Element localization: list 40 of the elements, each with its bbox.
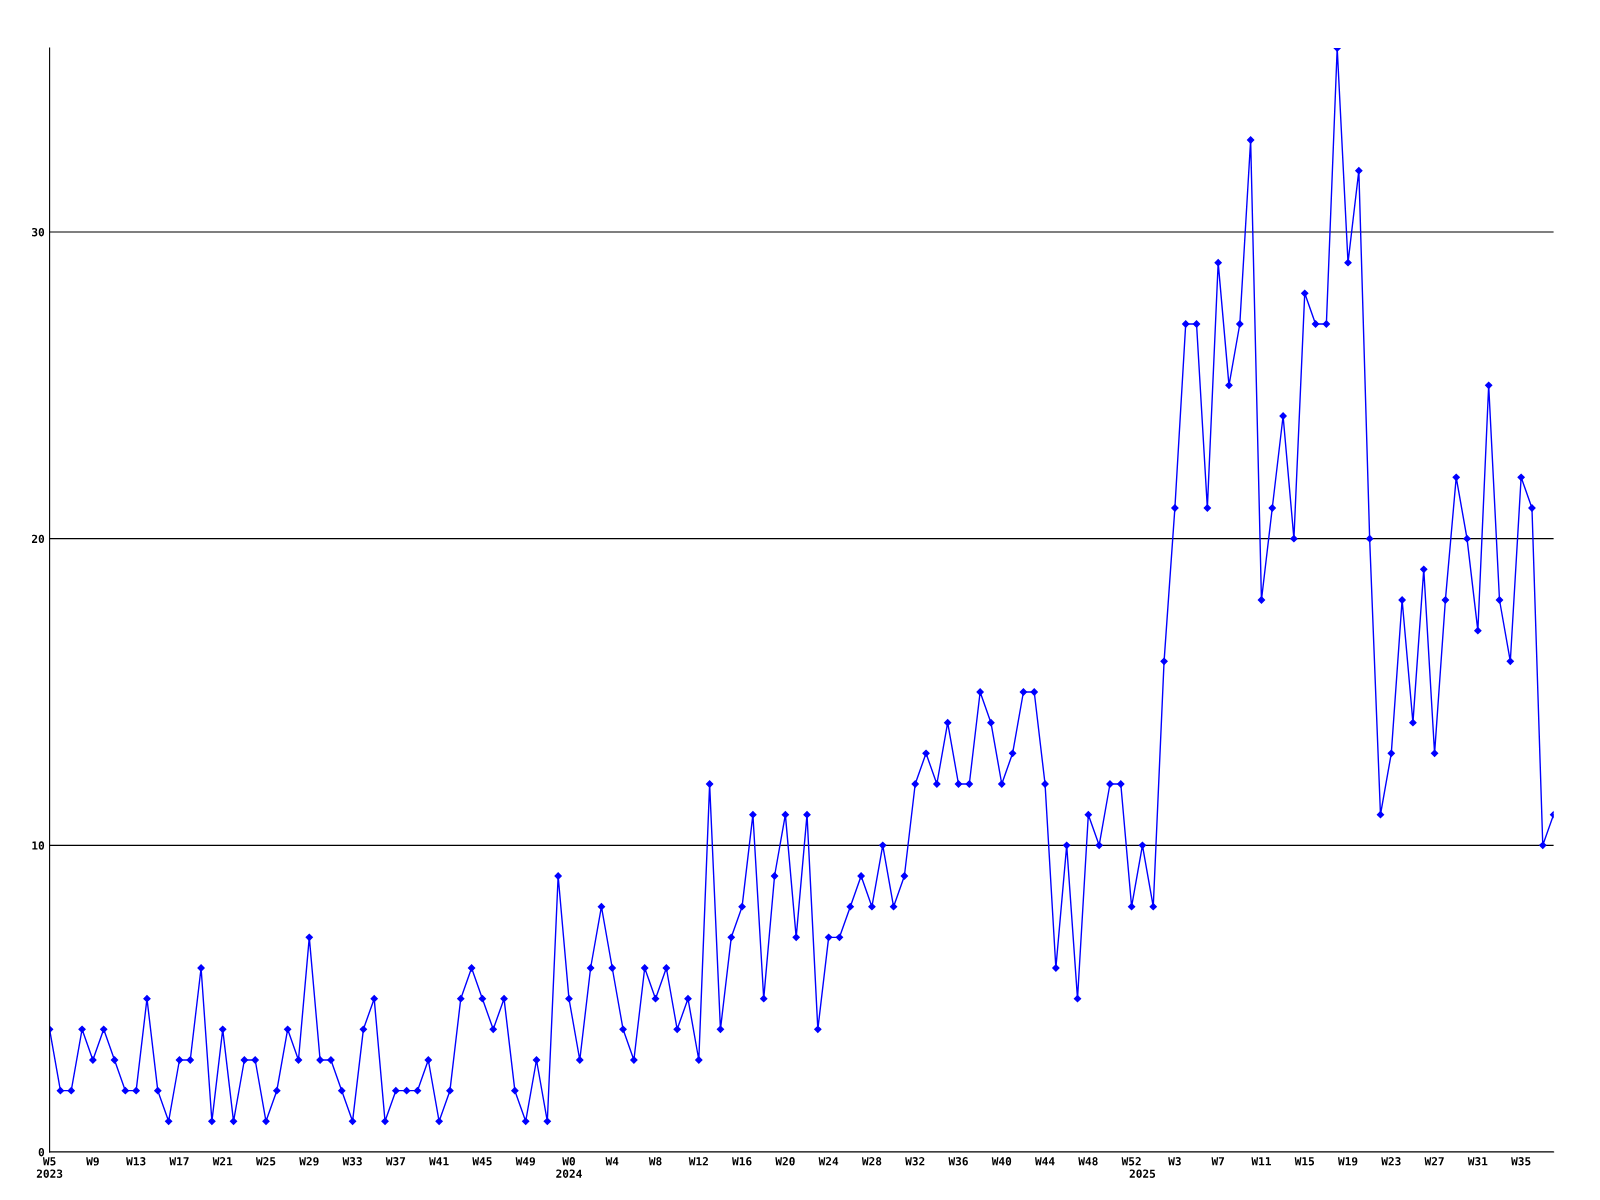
x-tick-label: W17 <box>169 1157 189 1166</box>
x-tick-label: W13 <box>126 1157 146 1166</box>
y-tick-label: 0 <box>38 1147 45 1157</box>
y-tick-label: 20 <box>31 534 45 544</box>
x-tick-label: W15 <box>1294 1157 1315 1166</box>
x-tick-label: W4 <box>605 1157 619 1166</box>
x-tick-label: W7 <box>1211 1157 1225 1166</box>
x-tick-label: W3 <box>1168 1157 1181 1166</box>
x-tick-label: W25 <box>255 1157 276 1166</box>
x-tick-label: W16 <box>732 1157 752 1166</box>
x-tick-label: W23 <box>1381 1157 1401 1166</box>
x-tick-label: W49 <box>515 1157 536 1166</box>
y-tick-label: 30 <box>32 227 45 237</box>
x-tick-label: W19 <box>1337 1157 1358 1166</box>
x-tick-label: W45 <box>472 1157 492 1166</box>
x-tick-label: W24 <box>818 1157 839 1166</box>
x-tick-label: W20 <box>775 1157 795 1166</box>
x-tick-label: W11 <box>1251 1157 1271 1166</box>
x-tick-label: W31 <box>1467 1157 1488 1166</box>
x-tick-label: W29 <box>299 1157 319 1166</box>
x-tick-label: W8 <box>648 1157 662 1166</box>
x-tick-label: W35 <box>1511 1157 1531 1166</box>
x-tick-label: W36 <box>948 1157 968 1166</box>
x-tick-label: 2025 <box>1129 1169 1156 1178</box>
x-tick-label: W28 <box>861 1157 882 1166</box>
x-tick-label: W40 <box>991 1157 1012 1166</box>
x-tick-label: W37 <box>385 1157 406 1166</box>
y-tick-label: 10 <box>32 841 45 850</box>
x-tick-label: W33 <box>342 1157 362 1166</box>
x-tick-label: W12 <box>688 1157 708 1166</box>
x-tick-label: W44 <box>1035 1157 1055 1166</box>
x-tick-label: W32 <box>905 1157 925 1166</box>
x-tick-label: W41 <box>429 1157 449 1166</box>
x-tick-label: W52 <box>1121 1157 1141 1166</box>
x-tick-label: W9 <box>86 1157 99 1166</box>
x-tick-label: W21 <box>212 1157 233 1166</box>
x-tick-label: W0 2024 <box>556 1157 582 1178</box>
x-tick-label: W5 2023 <box>36 1157 63 1178</box>
x-tick-label: W27 <box>1424 1157 1444 1166</box>
x-tick-label: W48 <box>1078 1157 1098 1166</box>
